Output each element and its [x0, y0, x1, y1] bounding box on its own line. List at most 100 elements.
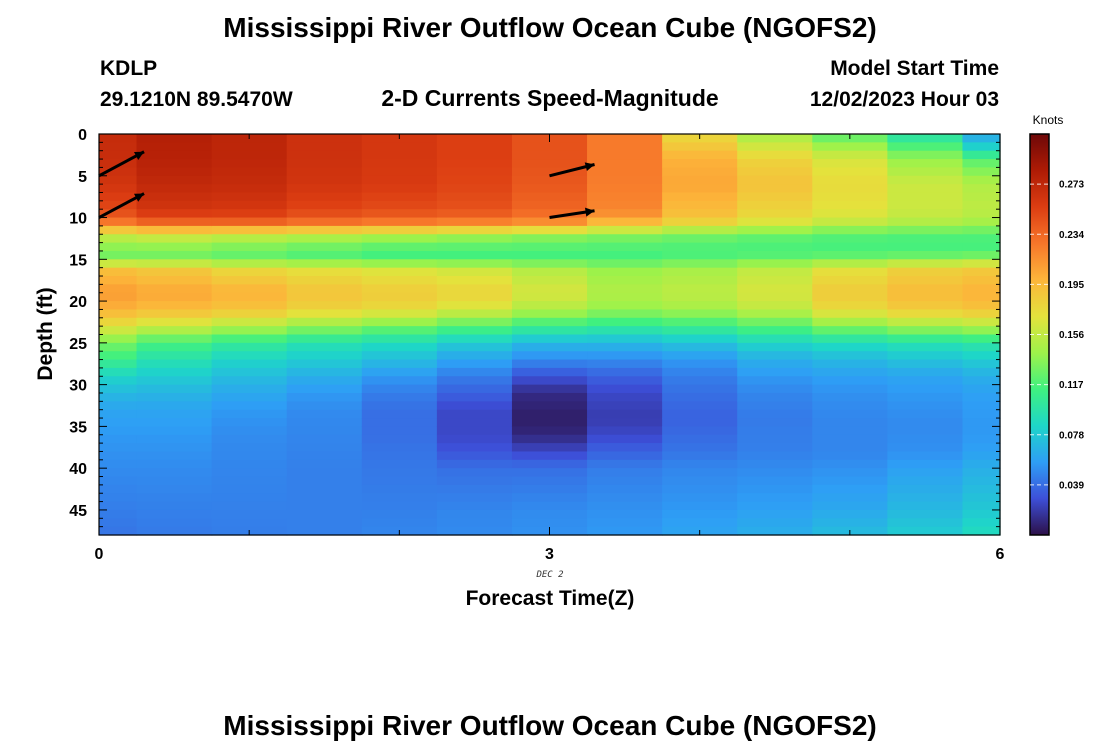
- heat-cell: [361, 250, 438, 260]
- heat-cell: [286, 426, 363, 436]
- y-axis-label: Depth (ft): [34, 287, 57, 380]
- heat-cell: [812, 376, 888, 386]
- heat-cell: [962, 443, 1001, 453]
- heat-cell: [286, 142, 363, 152]
- heat-cell: [436, 292, 513, 302]
- heat-cell: [662, 326, 738, 336]
- heat-cell: [211, 317, 288, 327]
- heat-cell: [962, 250, 1001, 260]
- heat-cell: [211, 175, 288, 185]
- heat-cell: [662, 284, 738, 294]
- heat-cell: [436, 284, 513, 294]
- heat-cell: [587, 434, 663, 444]
- heat-cell: [511, 376, 588, 386]
- heat-cell: [887, 134, 964, 143]
- heat-cell: [737, 284, 813, 294]
- heat-cell: [737, 259, 813, 269]
- heat-cell: [812, 384, 888, 394]
- heat-cell: [812, 409, 888, 419]
- heat-cell: [812, 309, 888, 319]
- plot-subtitle: 2-D Currents Speed-Magnitude: [381, 85, 718, 111]
- heat-cell: [812, 493, 888, 503]
- heat-cell: [962, 134, 1001, 143]
- heat-cell: [662, 493, 738, 503]
- heat-cell: [662, 150, 738, 160]
- heat-cell: [511, 317, 588, 327]
- heat-cell: [211, 200, 288, 210]
- heat-cell: [737, 192, 813, 202]
- heat-cell: [211, 184, 288, 194]
- heat-cell: [436, 134, 513, 143]
- x-tick-label: 3: [545, 546, 554, 563]
- heat-cell: [587, 342, 663, 352]
- heat-cell: [662, 292, 738, 302]
- heat-cell: [436, 200, 513, 210]
- heat-cell: [286, 150, 363, 160]
- heat-cell: [962, 359, 1001, 369]
- heat-cell: [662, 518, 738, 528]
- heat-cell: [361, 484, 438, 494]
- heat-cell: [812, 284, 888, 294]
- heat-cell: [737, 443, 813, 453]
- heat-cell: [737, 309, 813, 319]
- heat-cell: [211, 359, 288, 369]
- heat-cell: [361, 150, 438, 160]
- heat-cell: [511, 192, 588, 202]
- heat-cell: [962, 175, 1001, 185]
- heat-cell: [511, 175, 588, 185]
- heat-cell: [511, 493, 588, 503]
- heat-cell: [887, 484, 964, 494]
- x-axis-label: Forecast Time(Z): [466, 587, 635, 610]
- heat-cell: [662, 501, 738, 511]
- heat-cell: [812, 192, 888, 202]
- heat-cell: [99, 150, 138, 160]
- heat-cell: [587, 167, 663, 177]
- heat-cell: [737, 276, 813, 285]
- heat-cell: [511, 518, 588, 528]
- heat-cell: [286, 134, 363, 143]
- heat-cell: [286, 292, 363, 302]
- heat-cell: [587, 142, 663, 152]
- colorbar-tick-label: 0.039: [1059, 480, 1084, 491]
- heat-cell: [99, 317, 138, 327]
- heat-cell: [587, 484, 663, 494]
- heat-cell: [662, 159, 738, 169]
- heat-cell: [361, 242, 438, 252]
- heat-cell: [211, 225, 288, 235]
- heat-cell: [812, 468, 888, 478]
- current-vectors: [98, 150, 595, 220]
- heat-cell: [962, 518, 1001, 528]
- heat-cell: [511, 276, 588, 285]
- heat-cell: [737, 326, 813, 336]
- heat-cell: [211, 192, 288, 202]
- heat-cell: [436, 476, 513, 486]
- heat-cell: [812, 367, 888, 377]
- heat-cell: [99, 459, 138, 469]
- heat-cell: [737, 200, 813, 210]
- heat-cell: [812, 342, 888, 352]
- heat-cell: [511, 267, 588, 277]
- heat-cell: [662, 409, 738, 419]
- heat-cell: [587, 225, 663, 235]
- heat-cell: [662, 234, 738, 244]
- current-vector: [98, 150, 145, 178]
- heat-cell: [587, 401, 663, 411]
- heat-cell: [887, 200, 964, 210]
- heat-cell: [286, 468, 363, 478]
- heat-cell: [436, 459, 513, 469]
- heat-cell: [511, 142, 588, 152]
- heat-cell: [812, 150, 888, 160]
- heat-cell: [136, 334, 213, 344]
- heat-cell: [662, 426, 738, 436]
- heat-cell: [737, 167, 813, 177]
- heat-cell: [662, 342, 738, 352]
- heat-cell: [887, 509, 964, 519]
- heat-cell: [436, 142, 513, 152]
- heat-cell: [436, 234, 513, 244]
- heat-cell: [737, 250, 813, 260]
- heat-cell: [812, 292, 888, 302]
- heat-cell: [962, 217, 1001, 227]
- heat-cell: [887, 351, 964, 361]
- heat-cell: [511, 301, 588, 311]
- heat-cell: [361, 159, 438, 169]
